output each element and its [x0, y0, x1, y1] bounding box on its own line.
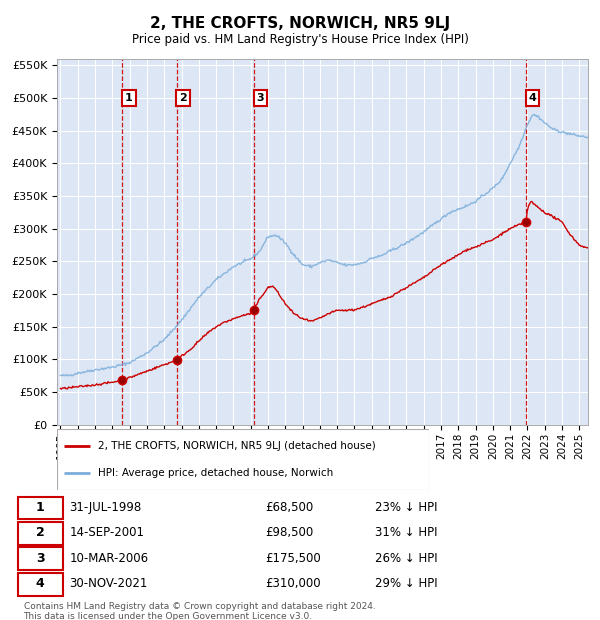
FancyBboxPatch shape — [18, 547, 62, 570]
Text: 2, THE CROFTS, NORWICH, NR5 9LJ (detached house): 2, THE CROFTS, NORWICH, NR5 9LJ (detache… — [98, 441, 376, 451]
Text: 2: 2 — [179, 93, 187, 103]
Text: £310,000: £310,000 — [265, 577, 321, 590]
Text: Contains HM Land Registry data © Crown copyright and database right 2024.
This d: Contains HM Land Registry data © Crown c… — [23, 601, 375, 620]
Text: £175,500: £175,500 — [265, 552, 321, 565]
FancyBboxPatch shape — [18, 522, 62, 545]
Text: 29% ↓ HPI: 29% ↓ HPI — [375, 577, 437, 590]
Text: 31% ↓ HPI: 31% ↓ HPI — [375, 526, 437, 539]
Text: 2, THE CROFTS, NORWICH, NR5 9LJ: 2, THE CROFTS, NORWICH, NR5 9LJ — [150, 16, 450, 31]
Text: 26% ↓ HPI: 26% ↓ HPI — [375, 552, 437, 565]
Text: 30-NOV-2021: 30-NOV-2021 — [70, 577, 148, 590]
FancyBboxPatch shape — [18, 497, 62, 520]
FancyBboxPatch shape — [57, 429, 429, 490]
Text: 4: 4 — [529, 93, 536, 103]
Text: 1: 1 — [125, 93, 133, 103]
Text: 10-MAR-2006: 10-MAR-2006 — [70, 552, 149, 565]
Text: Price paid vs. HM Land Registry's House Price Index (HPI): Price paid vs. HM Land Registry's House … — [131, 33, 469, 45]
Text: 4: 4 — [36, 577, 44, 590]
Text: 1: 1 — [36, 501, 44, 514]
Text: 3: 3 — [257, 93, 264, 103]
Text: 23% ↓ HPI: 23% ↓ HPI — [375, 501, 437, 514]
Text: HPI: Average price, detached house, Norwich: HPI: Average price, detached house, Norw… — [98, 467, 333, 478]
Text: £68,500: £68,500 — [265, 501, 314, 514]
Text: 14-SEP-2001: 14-SEP-2001 — [70, 526, 145, 539]
Text: 31-JUL-1998: 31-JUL-1998 — [70, 501, 142, 514]
Text: £98,500: £98,500 — [265, 526, 314, 539]
Text: 2: 2 — [36, 526, 44, 539]
FancyBboxPatch shape — [18, 573, 62, 596]
Text: 3: 3 — [36, 552, 44, 565]
